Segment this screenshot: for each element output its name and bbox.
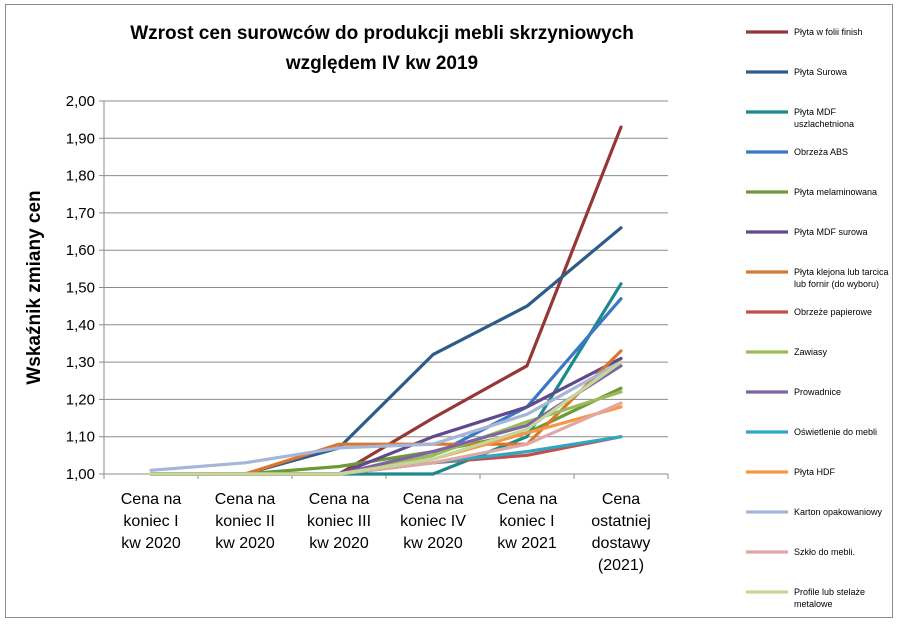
legend: Płyta w folii finish Płyta Surowa Płyta MD… xyxy=(746,27,889,609)
legend-label: Płyta Surowa xyxy=(794,67,847,77)
y-tick-label: 1,00 xyxy=(66,466,95,483)
legend-label: Płyta melaminowana xyxy=(794,187,877,197)
legend-label: Płyta w folii finish xyxy=(794,27,863,37)
x-tick-labels: Cena na koniec I kw 2020 Cena na koniec II kw… xyxy=(121,491,651,574)
legend-label-line: lub fornir (do wyboru) xyxy=(794,279,879,289)
y-tick-label: 1,40 xyxy=(66,317,95,334)
x-tick-label-line: kw 2020 xyxy=(215,535,275,552)
x-tick-label-line: koniec II xyxy=(215,513,275,530)
legend-label: Zawiasy xyxy=(794,347,828,357)
chart-title: Wzrost cen surowców do produkcji mebli s… xyxy=(130,23,634,74)
legend-label-line: Obrzeża ABS xyxy=(794,147,848,157)
legend-label: Płyta MDF surowa xyxy=(794,227,868,237)
x-tick-label-line: kw 2020 xyxy=(121,535,181,552)
legend-label-line: Karton opakowaniowy xyxy=(794,507,883,517)
x-tick-label-line: Cena na xyxy=(309,491,370,508)
legend-label: Płyta HDF xyxy=(794,467,836,477)
legend-label-line: uszlachetniona xyxy=(794,119,854,129)
legend-label-line: metalowe xyxy=(794,599,833,609)
legend-label-line: Płyta MDF surowa xyxy=(794,227,868,237)
legend-label-line: Płyta melaminowana xyxy=(794,187,877,197)
y-tick-label: 1,10 xyxy=(66,429,95,446)
legend-label-line: Płyta Surowa xyxy=(794,67,847,77)
x-tick-label-line: kw 2021 xyxy=(497,535,557,552)
legend-label-line: Płyta klejona lub tarcica xyxy=(794,267,889,277)
x-tick-label-line: (2021) xyxy=(598,557,644,574)
y-axis-label: Wskaźnik zmiany cen xyxy=(24,190,45,384)
legend-label-line: Prowadnice xyxy=(794,387,841,397)
chart-title-line: względem IV kw 2019 xyxy=(285,53,478,74)
y-tick-label: 1,30 xyxy=(66,354,95,371)
series-line xyxy=(149,360,623,476)
legend-label: Płyta MDF uszlachetniona xyxy=(794,107,854,129)
x-tick-label-line: Cena xyxy=(602,491,640,508)
x-tick-label: Cena na koniec II kw 2020 xyxy=(215,491,276,552)
series-line xyxy=(149,356,623,476)
x-tick-label-line: koniec I xyxy=(499,513,554,530)
legend-label: Płyta klejona lub tarcica lub fornir (do … xyxy=(794,267,889,289)
y-axis-title: Wskaźnik zmiany cen xyxy=(24,190,45,384)
axes xyxy=(103,101,669,479)
legend-label-line: Profile lub stelaże xyxy=(794,587,865,597)
legend-label-line: Płyta HDF xyxy=(794,467,836,477)
x-tick-label-line: Cena na xyxy=(497,491,558,508)
legend-label: Obrzeże papierowe xyxy=(794,307,872,317)
x-tick-label-line: ostatniej xyxy=(591,513,651,530)
legend-label: Karton opakowaniowy xyxy=(794,507,883,517)
legend-label-line: Szkło do mebli. xyxy=(794,547,855,557)
y-tick-labels: 1,00 1,10 1,20 1,30 1,40 1,50 1,60 1,70 1,80 1,90… xyxy=(66,93,95,483)
legend-label-line: Płyta w folii finish xyxy=(794,27,863,37)
x-tick-label: Cena ostatniej dostawy (2021) xyxy=(591,491,651,574)
y-tick-label: 1,90 xyxy=(66,130,95,147)
x-tick-label-line: koniec I xyxy=(123,513,178,530)
x-tick-label: Cena na koniec IV kw 2020 xyxy=(400,491,466,552)
y-tick-label: 2,00 xyxy=(66,93,95,110)
x-tick-label: Cena na koniec I kw 2021 xyxy=(497,491,558,552)
legend-label-line: Obrzeże papierowe xyxy=(794,307,872,317)
legend-label-line: Oświetlenie do mebli xyxy=(794,427,877,437)
legend-label: Szkło do mebli. xyxy=(794,547,855,557)
series-lines xyxy=(149,125,623,476)
x-tick-label-line: koniec IV xyxy=(400,513,466,530)
y-tick-label: 1,70 xyxy=(66,205,95,222)
legend-label-line: Płyta MDF xyxy=(794,107,837,117)
legend-label: Prowadnice xyxy=(794,387,841,397)
chart-title-line: Wzrost cen surowców do produkcji mebli s… xyxy=(130,23,634,44)
x-tick-label: Cena na koniec I kw 2020 xyxy=(121,491,182,552)
x-tick-label-line: Cena na xyxy=(121,491,182,508)
legend-label: Profile lub stelaże metalowe xyxy=(794,587,865,609)
x-tick-label-line: koniec III xyxy=(307,513,371,530)
y-tick-label: 1,80 xyxy=(66,168,95,185)
y-tick-label: 1,50 xyxy=(66,280,95,297)
legend-label: Obrzeża ABS xyxy=(794,147,848,157)
legend-label: Oświetlenie do mebli xyxy=(794,427,877,437)
x-tick-label: Cena na koniec III kw 2020 xyxy=(307,491,371,552)
chart-frame xyxy=(5,4,893,618)
x-tick-label-line: Cena na xyxy=(215,491,276,508)
series-line xyxy=(149,360,623,472)
x-tick-label-line: kw 2020 xyxy=(309,535,369,552)
legend-label-line: Zawiasy xyxy=(794,347,828,357)
x-tick-label-line: kw 2020 xyxy=(403,535,463,552)
x-tick-label-line: dostawy xyxy=(592,535,651,552)
y-tick-label: 1,60 xyxy=(66,242,95,259)
x-tick-label-line: Cena na xyxy=(403,491,464,508)
y-tick-label: 1,20 xyxy=(66,391,95,408)
